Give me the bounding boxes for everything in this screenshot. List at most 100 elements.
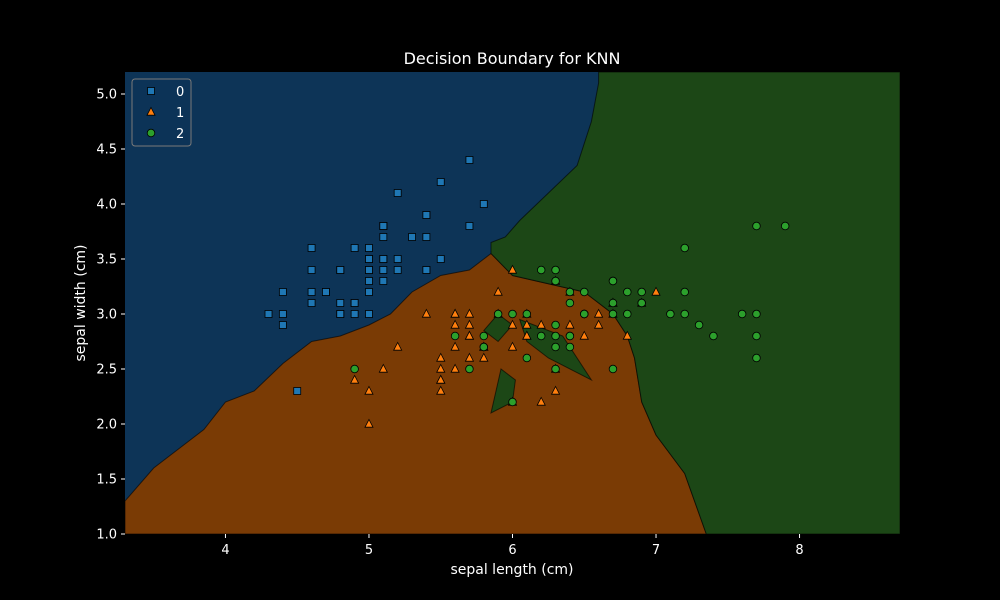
point-class-0-34 (436, 178, 445, 186)
point-class-0-31 (336, 299, 345, 307)
point-class-1-29 (507, 319, 518, 329)
point-class-1-27 (622, 330, 632, 340)
point-class-0-15 (479, 200, 488, 208)
point-class-0-43 (278, 288, 287, 296)
point-class-1-36 (507, 264, 518, 274)
point-class-0-33 (393, 189, 402, 197)
point-class-2-34 (551, 331, 560, 341)
point-class-2-19 (752, 353, 761, 363)
y-tick-label: 2.0 (96, 418, 117, 433)
point-class-1-24 (522, 330, 532, 340)
region-class-2-4 (483, 313, 514, 343)
legend-label-1: 1 (176, 106, 184, 121)
point-class-1-32 (436, 374, 446, 384)
point-class-0-26 (365, 310, 373, 318)
point-class-2-48 (580, 309, 589, 319)
point-class-2-21 (637, 287, 646, 297)
data-points (264, 156, 790, 428)
point-class-2-3 (666, 309, 675, 319)
point-class-2-43 (479, 342, 488, 352)
point-class-0-4 (307, 299, 316, 307)
point-class-2-28 (522, 309, 532, 319)
point-class-1-20 (450, 363, 460, 373)
point-class-1-44 (364, 385, 374, 395)
y-axis-label: sepal width (cm) (73, 244, 89, 361)
point-class-0-28 (393, 255, 402, 263)
point-class-0-27 (365, 266, 373, 274)
point-class-1-46 (464, 308, 475, 318)
point-class-0-23 (307, 244, 316, 252)
point-class-0-50 (365, 277, 373, 285)
point-class-0-22 (379, 233, 388, 241)
y-tick-label: 2.5 (96, 363, 117, 378)
y-tick-label: 1.0 (96, 528, 117, 543)
point-class-2-8 (694, 320, 704, 330)
point-class-2-44 (623, 287, 632, 297)
point-class-0-42 (293, 387, 302, 395)
point-class-0-44 (365, 255, 373, 263)
chart-title: Decision Boundary for KNN (404, 49, 621, 68)
point-class-2-49 (537, 265, 546, 275)
point-class-2-32 (780, 221, 790, 231)
point-class-0-35 (350, 299, 359, 307)
point-class-2-37 (551, 265, 560, 275)
point-class-2-10 (680, 243, 689, 253)
point-class-1-47 (464, 319, 475, 329)
point-class-1-25 (565, 319, 575, 329)
point-class-1-1 (651, 286, 661, 296)
point-class-0-36 (365, 288, 373, 296)
point-class-1-38 (550, 385, 561, 395)
point-class-1-19 (536, 396, 546, 406)
point-class-1-11 (364, 418, 374, 428)
point-class-0-49 (408, 233, 416, 241)
point-class-2-13 (623, 309, 632, 319)
point-class-2-22 (450, 331, 460, 341)
point-class-1-30 (464, 352, 475, 362)
point-class-2-42 (637, 298, 646, 308)
point-class-1-5 (579, 330, 589, 340)
point-class-2-11 (580, 287, 589, 297)
point-class-0-17 (422, 211, 431, 219)
y-tick-label: 3.0 (96, 308, 117, 323)
legend-marker-0 (147, 87, 155, 95)
point-class-2-27 (537, 331, 546, 341)
point-class-1-4 (436, 385, 446, 395)
point-class-2-4 (551, 320, 560, 330)
point-class-1-40 (436, 363, 446, 373)
point-class-0-40 (379, 266, 388, 274)
point-class-1-41 (436, 352, 446, 362)
point-class-2-50 (493, 309, 503, 319)
point-class-2-18 (752, 221, 761, 231)
point-class-0-24 (379, 277, 388, 285)
point-class-1-8 (349, 374, 360, 384)
x-axis-label: sepal length (cm) (450, 562, 573, 578)
point-class-1-15 (450, 319, 460, 329)
point-class-0-30 (322, 288, 330, 296)
point-class-2-24 (551, 342, 560, 352)
point-class-1-9 (593, 319, 604, 329)
point-class-1-45 (450, 341, 460, 351)
point-class-2-7 (350, 364, 359, 374)
point-class-0-47 (379, 222, 388, 230)
point-class-1-26 (593, 308, 604, 318)
x-axis: 4 5 6 7 8 (221, 534, 804, 558)
x-tick-label: 7 (652, 543, 660, 558)
point-class-0-46 (336, 310, 345, 318)
point-class-0-5 (365, 244, 373, 252)
point-class-0-48 (307, 288, 316, 296)
decision-regions (125, 72, 900, 534)
point-class-2-1 (551, 276, 560, 286)
legend: 0 1 2 (131, 78, 192, 147)
point-class-2-23 (752, 331, 761, 341)
point-class-2-31 (709, 331, 718, 341)
point-class-1-34 (507, 341, 518, 351)
y-tick-label: 4.5 (96, 143, 117, 158)
point-class-1-10 (393, 341, 403, 351)
point-class-0-14 (264, 310, 273, 318)
point-class-2-36 (752, 309, 761, 319)
point-class-2-39 (508, 309, 517, 319)
point-class-2-20 (508, 397, 517, 407)
point-class-0-38 (350, 244, 359, 252)
point-class-2-9 (608, 364, 618, 374)
x-tick-label: 4 (221, 543, 229, 558)
